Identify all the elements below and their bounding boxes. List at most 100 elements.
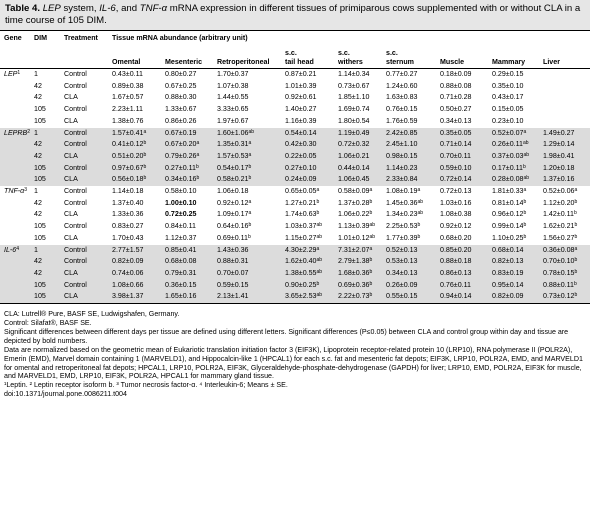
value-cell: 1.24±0.60	[382, 80, 436, 93]
table-row: 42 Control 1.37±0.40 1.00±0.10 0.92±0.12a 1.2…	[0, 197, 590, 210]
value-cell: 0.51±0.20b	[108, 150, 161, 163]
gene-cell	[0, 104, 30, 116]
value-cell: 1.62±0.21b	[539, 221, 590, 233]
value-cell: 0.95±0.14	[488, 279, 539, 292]
value-cell: 1.00±0.10	[161, 197, 213, 210]
header-row-2: Omental Mesenteric Retroperitoneal s.c. tail…	[0, 45, 590, 69]
value-cell: 2.77±1.57	[108, 244, 161, 257]
table-row: 105 CLA 3.98±1.37 1.65±0.16 2.13±1.41 3.65±2.…	[0, 291, 590, 304]
gene-cell	[0, 162, 30, 175]
value-cell: 0.96±0.12b	[488, 209, 539, 222]
value-cell: 0.67±0.25	[161, 80, 213, 93]
footnote: CLA: Lutrell® Pure, BASF SE, Ludwigshafe…	[4, 310, 180, 319]
value-cell: 0.44±0.14	[334, 162, 382, 175]
value-cell: 0.59±0.15	[213, 279, 281, 292]
table-row: 105 Control 1.08±0.66 0.36±0.15 0.59±0.15 0.9…	[0, 279, 590, 292]
value-cell: 1.01±0.12ab	[334, 232, 382, 245]
value-cell: 0.94±0.14	[436, 291, 488, 304]
treatment-cell: CLA	[60, 115, 108, 128]
value-cell: 1.16±0.39	[281, 115, 334, 128]
treatment-cell: Control	[60, 186, 108, 198]
table-row: 105 CLA 1.38±0.76 0.86±0.26 1.97±0.67 1.16±0.…	[0, 115, 590, 128]
value-cell: 0.88±0.30	[161, 92, 213, 105]
treatment-cell: Control	[60, 68, 108, 81]
value-cell: 0.15±0.05	[488, 104, 539, 116]
table-footnotes: CLA: Lutrell® Pure, BASF SE, Ludwigshafe…	[0, 304, 590, 399]
table-row: TNF-α3 1 Control 1.14±0.18 0.58±0.10 1.06±0.1…	[0, 186, 590, 198]
value-cell: 0.70±0.07	[213, 267, 281, 280]
caption-part: TNF-α	[139, 3, 168, 14]
value-cell: 2.23±1.11	[108, 104, 161, 116]
value-cell: 0.43±0.11	[108, 68, 161, 81]
value-cell: 1.97±0.67	[213, 115, 281, 128]
dim-cell: 42	[30, 256, 60, 268]
treatment-cell: Control	[60, 104, 108, 116]
value-cell: 0.76±0.11	[436, 279, 488, 292]
value-cell: 3.65±2.53ab	[281, 291, 334, 304]
value-cell: 0.68±0.20	[436, 232, 488, 245]
table-row: 42 CLA 1.67±0.57 0.88±0.30 1.44±0.55 0.92±0.6…	[0, 92, 590, 105]
value-cell: 0.82±0.09	[488, 291, 539, 304]
gene-cell	[0, 291, 30, 304]
value-cell: 1.38±0.55ab	[281, 267, 334, 280]
value-cell: 1.09±0.17a	[213, 209, 281, 222]
treatment-cell: Control	[60, 139, 108, 151]
value-cell: 0.27±0.11b	[161, 162, 213, 175]
value-cell: 0.54±0.17b	[213, 162, 281, 175]
column-header: Muscle	[436, 45, 488, 69]
value-cell: 1.08±0.38	[436, 209, 488, 222]
dim-cell: 42	[30, 267, 60, 280]
caption-part: system,	[60, 3, 100, 14]
value-cell: 0.26±0.11ab	[488, 139, 539, 151]
value-cell: 2.42±0.85	[382, 127, 436, 140]
value-cell: 0.71±0.14	[436, 139, 488, 151]
footnote: ¹Leptin. ² Leptin receptor isoform b. ³ …	[4, 381, 288, 390]
gene-cell	[0, 232, 30, 245]
gene-cell: LEP1	[0, 68, 30, 81]
value-cell: 1.68±0.36b	[334, 267, 382, 280]
dim-cell: 105	[30, 232, 60, 245]
value-cell: 1.14±0.23	[382, 162, 436, 175]
value-cell	[539, 68, 590, 81]
value-cell: 0.79±0.31	[161, 267, 213, 280]
value-cell: 0.92±0.12	[436, 221, 488, 233]
caption-part: , and	[115, 3, 140, 14]
value-cell: 0.17±0.11b	[488, 162, 539, 175]
value-cell: 0.97±0.67b	[108, 162, 161, 175]
dim-cell: 1	[30, 127, 60, 140]
gene-cell	[0, 279, 30, 292]
value-cell: 1.76±0.59	[382, 115, 436, 128]
value-cell: 1.49±0.27	[539, 127, 590, 140]
value-cell: 1.67±0.57	[108, 92, 161, 105]
dim-cell: 105	[30, 221, 60, 233]
value-cell: 0.78±0.15b	[539, 267, 590, 280]
value-cell: 0.69±0.36b	[334, 279, 382, 292]
value-cell: 2.45±1.10	[382, 139, 436, 151]
value-cell: 0.68±0.14	[488, 244, 539, 257]
value-cell: 1.57±0.53a	[213, 150, 281, 163]
gene-cell	[0, 256, 30, 268]
column-header: s.c. sternum	[382, 45, 436, 69]
value-cell: 1.12±0.37	[161, 232, 213, 245]
treatment-cell: CLA	[60, 232, 108, 245]
data-table: Gene DIM Treatment Tissue mRNA abundance…	[0, 30, 590, 304]
value-cell: 0.54±0.14	[281, 127, 334, 140]
value-cell: 1.29±0.14	[539, 139, 590, 151]
value-cell: 0.86±0.13	[436, 267, 488, 280]
value-cell: 0.27±0.10	[281, 162, 334, 175]
value-cell: 1.34±0.23ab	[382, 209, 436, 222]
value-cell: 0.81±0.14b	[488, 197, 539, 210]
table-row: 42 Control 0.82±0.09 0.68±0.08 0.88±0.31 1.62…	[0, 256, 590, 268]
value-cell: 1.85±1.10	[334, 92, 382, 105]
table-row: 105 Control 0.97±0.67b 0.27±0.11b 0.54±0.17b…	[0, 162, 590, 175]
column-header: s.c. withers	[334, 45, 382, 69]
value-cell: 7.31±2.07a	[334, 244, 382, 257]
gene-cell: TNF-α3	[0, 186, 30, 198]
table-body: LEP1 1 Control 0.43±0.11 0.80±0.27 1.70±0.37 0…	[0, 68, 590, 304]
gene-cell	[0, 150, 30, 163]
value-cell: 0.68±0.08	[161, 256, 213, 268]
gene-cell	[0, 209, 30, 222]
column-header: Retroperitoneal	[213, 45, 281, 69]
value-cell: 1.81±0.33a	[488, 186, 539, 198]
